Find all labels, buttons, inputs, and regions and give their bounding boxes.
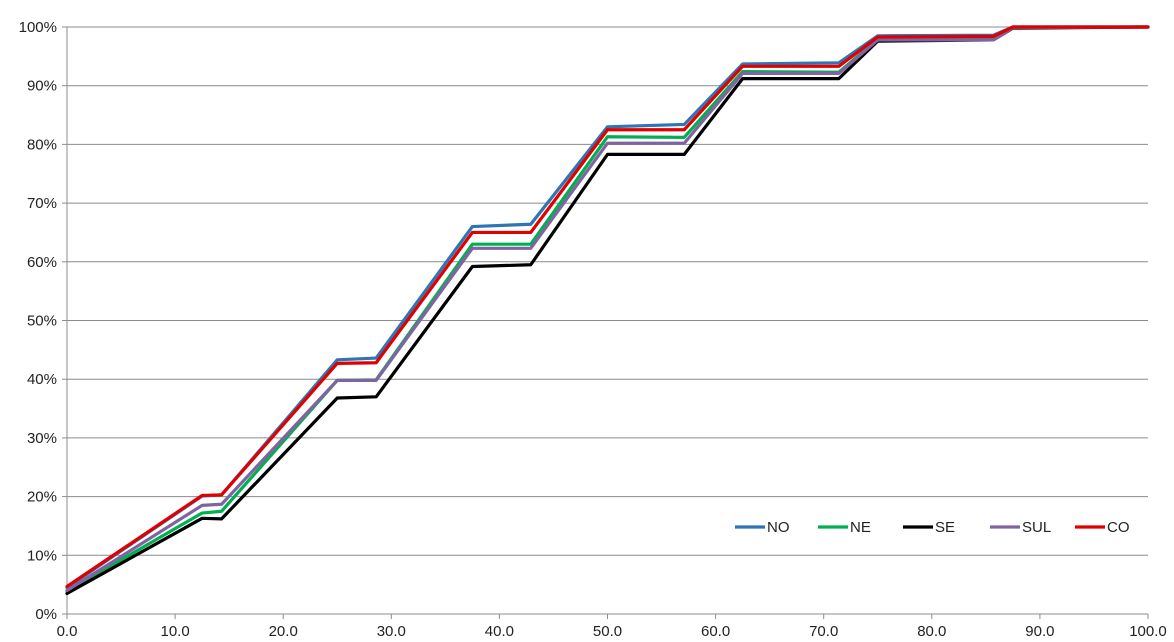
series-line-ne: [65, 25, 1150, 593]
y-tick-label: 20%: [27, 489, 57, 506]
y-tick-label: 80%: [27, 136, 57, 153]
series-line-se: [65, 25, 1150, 596]
legend-label-sul: SUL: [1022, 519, 1051, 536]
y-tick-label: 30%: [27, 430, 57, 447]
x-tick-label: 50.0: [593, 623, 622, 640]
y-tick-label: 0%: [35, 606, 57, 623]
grid-lines: [67, 26, 1148, 615]
x-tick-label: 0.0: [57, 623, 78, 640]
x-tick-label: 40.0: [485, 623, 514, 640]
y-tick-label: 40%: [27, 371, 57, 388]
legend-label-no: NO: [767, 519, 790, 536]
series-line-co: [65, 25, 1150, 589]
x-tick-label: 90.0: [1025, 623, 1054, 640]
y-tick-label: 100%: [19, 19, 57, 36]
y-tick-label: 60%: [27, 254, 57, 271]
legend-label-ne: NE: [850, 519, 871, 536]
y-tick-label: 90%: [27, 78, 57, 95]
x-tick-label: 100.0: [1129, 623, 1167, 640]
legend-label-se: SE: [935, 519, 955, 536]
legend-label-co: CO: [1107, 519, 1130, 536]
series-lines: [65, 25, 1150, 596]
x-tick-label: 60.0: [701, 623, 730, 640]
x-tick-label: 70.0: [809, 623, 838, 640]
y-tick-label: 50%: [27, 313, 57, 330]
x-tick-label: 10.0: [160, 623, 189, 640]
series-line-sul: [65, 25, 1150, 593]
axes: 0% 10% 20% 30% 40% 50% 60% 70% 80% 90% 100% 0.0 10.0…: [19, 19, 1167, 640]
x-tick-label: 20.0: [269, 623, 298, 640]
y-tick-label: 70%: [27, 195, 57, 212]
legend: NO NE SE SUL CO: [735, 519, 1130, 536]
x-tick-label: 80.0: [917, 623, 946, 640]
y-tick-label: 10%: [27, 547, 57, 564]
x-tick-label: 30.0: [377, 623, 406, 640]
